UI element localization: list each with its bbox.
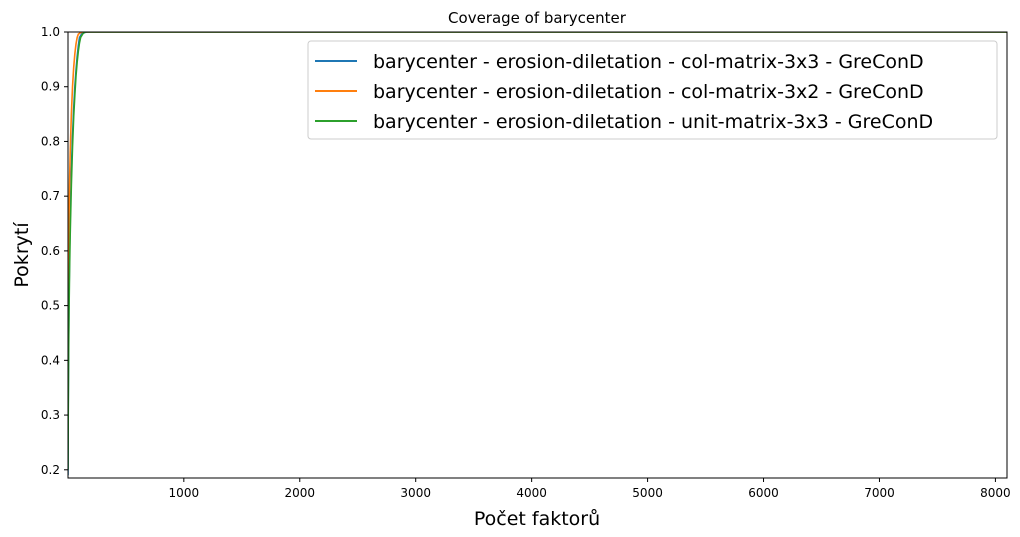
y-tick-label: 0.9 — [41, 80, 60, 94]
x-tick-label: 7000 — [864, 486, 895, 500]
x-axis-label: Počet faktorů — [474, 508, 600, 530]
x-tick-label: 2000 — [284, 486, 315, 500]
series-line-3 — [68, 32, 1007, 470]
legend-label-1: barycenter - erosion-diletation - col-ma… — [373, 51, 924, 73]
y-tick-label: 0.6 — [41, 244, 60, 258]
x-tick-label: 5000 — [632, 486, 663, 500]
x-tick-label: 3000 — [400, 486, 431, 500]
chart-title: Coverage of barycenter — [448, 9, 627, 27]
y-tick-label: 0.5 — [41, 299, 60, 313]
legend-label-3: barycenter - erosion-diletation - unit-m… — [373, 111, 933, 133]
y-tick-label: 0.3 — [41, 408, 60, 422]
y-tick-label: 1.0 — [41, 25, 60, 39]
x-tick-label: 6000 — [748, 486, 779, 500]
y-axis: 0.2 0.3 0.4 0.5 0.6 0.7 0.8 0.9 1.0 — [41, 25, 68, 477]
legend-label-2: barycenter - erosion-diletation - col-ma… — [373, 81, 924, 103]
y-tick-label: 0.7 — [41, 189, 60, 203]
legend-frame — [307, 40, 998, 140]
y-tick-label: 0.2 — [41, 463, 60, 477]
plot-frame — [67, 31, 1008, 479]
y-tick-label: 0.4 — [41, 353, 60, 367]
x-tick-label: 4000 — [516, 486, 547, 500]
x-tick-label: 1000 — [169, 486, 200, 500]
x-axis: 1000 2000 3000 4000 5000 6000 7000 8000 — [169, 478, 1011, 500]
y-axis-label: Pokrytí — [11, 222, 33, 288]
y-tick-label: 0.8 — [41, 134, 60, 148]
legend: barycenter - erosion-diletation - col-ma… — [307, 40, 998, 140]
x-tick-label: 8000 — [980, 486, 1011, 500]
